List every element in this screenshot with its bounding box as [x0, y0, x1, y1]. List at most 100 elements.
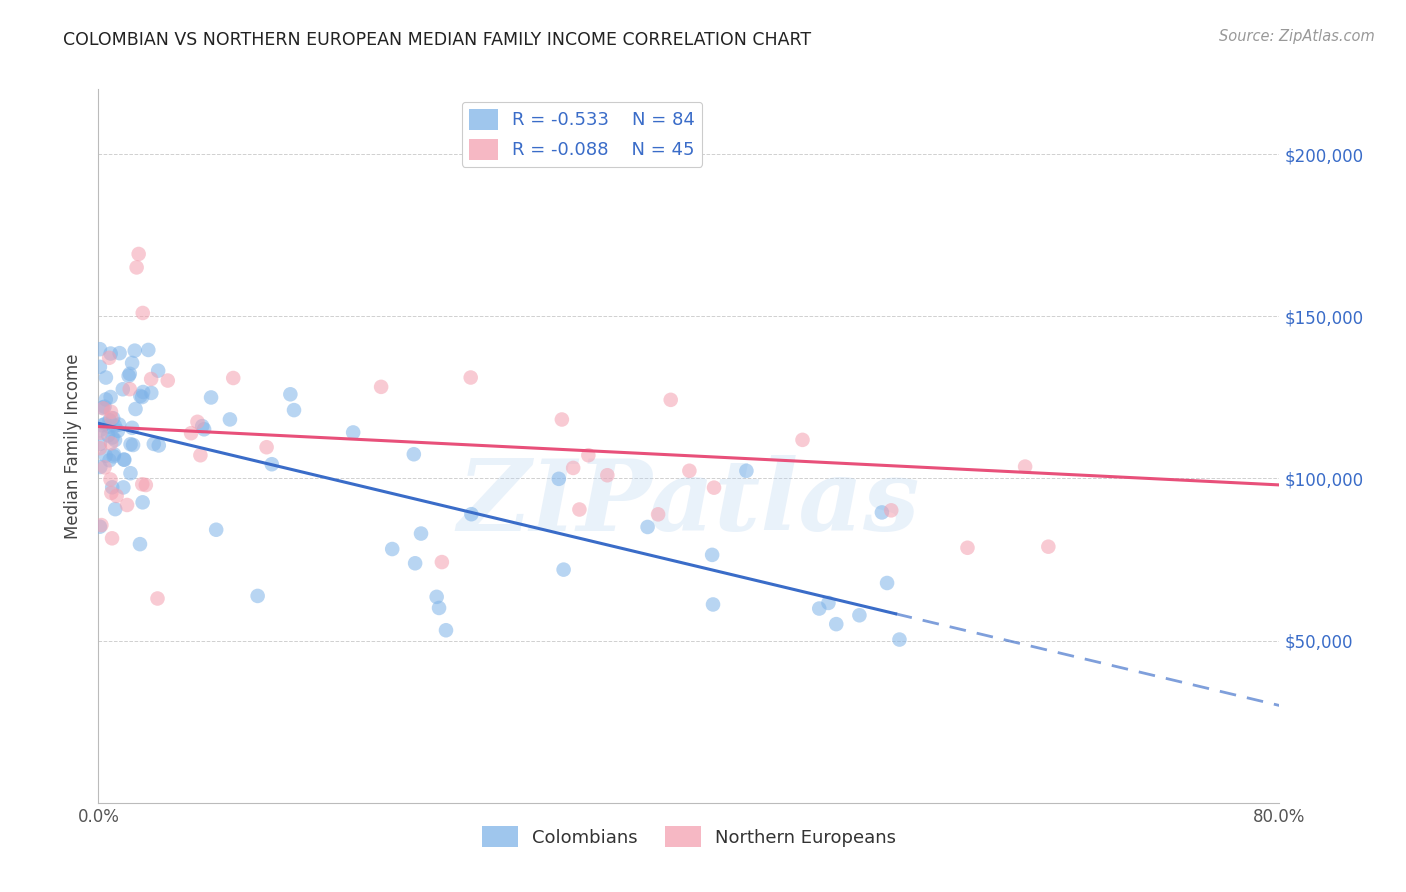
Point	[125, 260, 148, 275]
Point	[101, 411, 124, 425]
Point	[409, 526, 432, 541]
Point	[703, 481, 725, 495]
Point	[104, 433, 127, 447]
Point	[186, 415, 208, 429]
Point	[870, 505, 893, 519]
Point	[283, 403, 305, 417]
Point	[1014, 459, 1036, 474]
Point	[956, 541, 979, 555]
Point	[404, 556, 426, 570]
Point	[190, 448, 212, 462]
Point	[105, 489, 128, 503]
Point	[89, 425, 111, 440]
Point	[191, 419, 214, 434]
Point	[94, 392, 117, 407]
Point	[180, 426, 202, 441]
Point	[553, 563, 575, 577]
Point	[402, 447, 425, 461]
Point	[735, 464, 758, 478]
Point	[562, 461, 585, 475]
Point	[700, 548, 723, 562]
Point	[426, 590, 449, 604]
Point	[280, 387, 302, 401]
Point	[93, 401, 115, 416]
Point	[118, 382, 141, 396]
Point	[104, 418, 127, 433]
Point	[121, 421, 143, 435]
Point	[100, 473, 122, 487]
Point	[90, 518, 112, 533]
Point	[131, 477, 153, 491]
Point	[111, 382, 134, 396]
Point	[551, 412, 574, 426]
Point	[370, 380, 392, 394]
Point	[100, 405, 122, 419]
Point	[702, 598, 724, 612]
Point	[128, 247, 150, 261]
Point	[146, 364, 169, 378]
Point	[118, 367, 141, 381]
Legend: Colombians, Northern Europeans: Colombians, Northern Europeans	[474, 819, 904, 855]
Point	[246, 589, 269, 603]
Point	[659, 392, 682, 407]
Point	[460, 370, 482, 384]
Point	[136, 343, 159, 357]
Point	[104, 502, 127, 516]
Point	[93, 460, 115, 475]
Point	[1038, 540, 1060, 554]
Point	[222, 371, 245, 385]
Point	[876, 576, 898, 591]
Point	[880, 503, 903, 517]
Point	[93, 400, 115, 414]
Point	[817, 596, 839, 610]
Point	[792, 433, 814, 447]
Point	[219, 412, 242, 426]
Point	[124, 343, 146, 358]
Point	[101, 430, 124, 444]
Point	[139, 372, 162, 386]
Point	[596, 468, 619, 483]
Point	[848, 608, 870, 623]
Point	[434, 624, 457, 638]
Point	[637, 520, 659, 534]
Point	[427, 601, 450, 615]
Point	[129, 537, 152, 551]
Point	[91, 418, 114, 433]
Point	[89, 437, 111, 451]
Point	[89, 359, 111, 374]
Point	[103, 450, 125, 464]
Point	[135, 478, 157, 492]
Point	[260, 457, 283, 471]
Point	[124, 402, 146, 417]
Point	[94, 417, 117, 431]
Point	[89, 342, 111, 356]
Text: COLOMBIAN VS NORTHERN EUROPEAN MEDIAN FAMILY INCOME CORRELATION CHART: COLOMBIAN VS NORTHERN EUROPEAN MEDIAN FA…	[63, 31, 811, 49]
Point	[89, 519, 111, 533]
Point	[576, 448, 599, 462]
Text: ZIPatlas: ZIPatlas	[458, 455, 920, 551]
Point	[100, 486, 122, 500]
Point	[91, 401, 114, 415]
Point	[146, 591, 169, 606]
Point	[100, 436, 122, 450]
Point	[98, 351, 121, 365]
Point	[100, 346, 122, 360]
Point	[101, 480, 124, 494]
Point	[142, 437, 165, 451]
Point	[117, 368, 139, 383]
Point	[430, 555, 453, 569]
Point	[89, 441, 111, 455]
Point	[115, 498, 138, 512]
Point	[89, 460, 111, 475]
Point	[200, 391, 222, 405]
Point	[342, 425, 364, 440]
Point	[156, 374, 179, 388]
Point	[132, 306, 155, 320]
Point	[98, 453, 121, 467]
Point	[129, 389, 152, 403]
Point	[108, 346, 131, 360]
Point	[547, 472, 569, 486]
Point	[131, 495, 153, 509]
Point	[131, 390, 153, 404]
Point	[132, 384, 155, 399]
